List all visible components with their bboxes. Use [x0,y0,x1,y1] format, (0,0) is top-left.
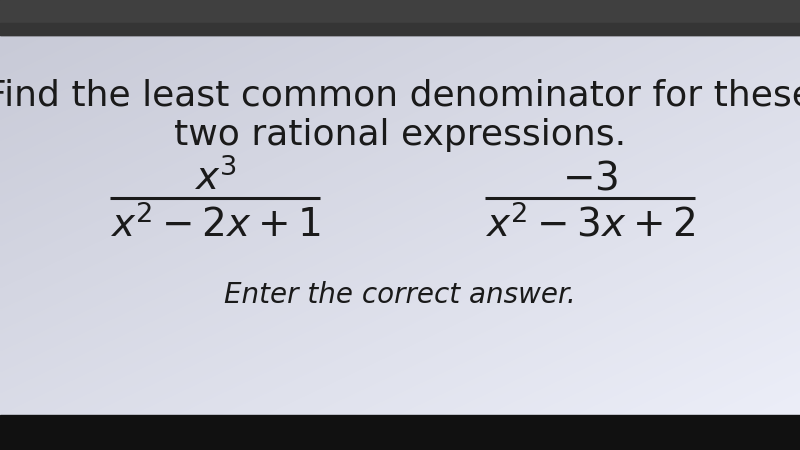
Text: $-3$: $-3$ [562,159,618,197]
Bar [0,415,800,450]
Bar [0,23,800,35]
Text: $x^2 - 2x + 1$: $x^2 - 2x + 1$ [110,205,320,245]
Text: $x^2 - 3x + 2$: $x^2 - 3x + 2$ [485,205,695,245]
Text: Enter the correct answer.: Enter the correct answer. [224,281,576,309]
Bar [0,0,800,35]
Text: Find the least common denominator for these: Find the least common denominator for th… [0,78,800,112]
Bar [0,0,800,25]
Text: two rational expressions.: two rational expressions. [174,118,626,152]
Text: $x^3$: $x^3$ [194,158,237,198]
